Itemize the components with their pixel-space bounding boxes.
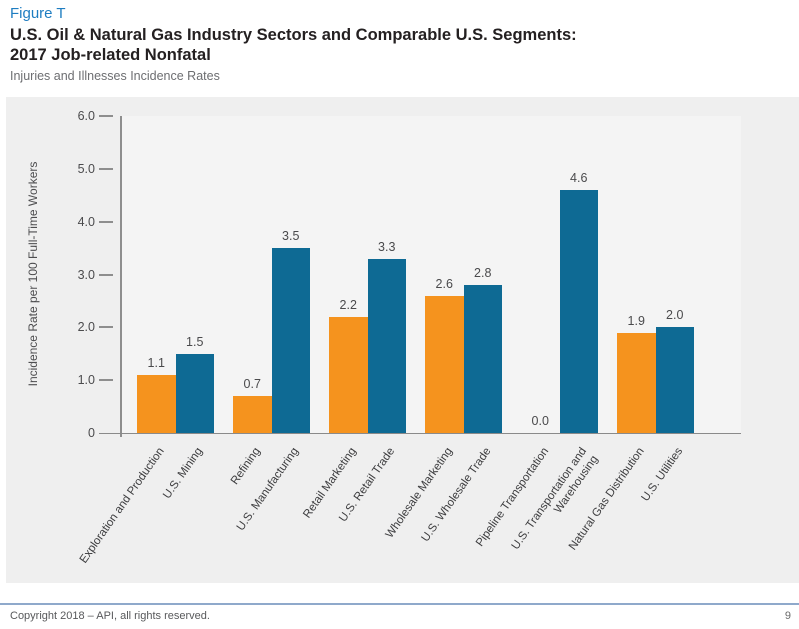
bar-value-label: 2.8: [474, 266, 492, 281]
y-axis-title: Incidence Rate per 100 Full-Time Workers: [26, 161, 40, 387]
x-axis-line: [99, 432, 741, 434]
footer-divider: [0, 603, 799, 605]
chart-subtitle: Injuries and Illnesses Incidence Rates: [10, 69, 220, 83]
bar-pair-group: 0.0 4.6: [521, 116, 598, 433]
bar-u-s-wholesale-trade: 2.8: [463, 266, 502, 433]
bar-u-s-utilities: 2.0: [655, 308, 694, 433]
bar-wholesale-marketing: 2.6: [425, 277, 464, 433]
bar-pair-group: 0.7 3.5: [233, 116, 310, 433]
y-tick-mark: [99, 115, 113, 117]
bar-u-s-manufacturing: 3.5: [271, 229, 310, 433]
y-tick-mark: [99, 379, 113, 382]
bar-pair-group: 1.1 1.5: [137, 116, 214, 433]
bar-value-label: 2.0: [666, 308, 684, 323]
bar-u-s-retail-trade: 3.3: [367, 240, 406, 433]
bar-pair-group: 1.9 2.0: [617, 116, 694, 433]
y-tick-label: 5.0: [77, 161, 95, 176]
bar-refining: 0.7: [233, 377, 272, 433]
bar-value-label: 3.5: [282, 229, 300, 244]
chart-panel: Incidence Rate per 100 Full-Time Workers…: [6, 97, 799, 583]
bar-pair-group: 2.6 2.8: [425, 116, 502, 433]
bar-value-label: 0.7: [243, 377, 261, 392]
x-axis-label: Refining: [228, 445, 263, 488]
y-tick-label: 1.0: [77, 373, 95, 388]
bar-value-label: 0.0: [531, 414, 549, 428]
figure-label: Figure T: [10, 5, 66, 22]
y-tick-mark: [99, 220, 113, 223]
y-tick-label: 3.0: [77, 267, 95, 282]
bar-value-label: 1.9: [627, 313, 645, 328]
figure-header: Figure T U.S. Oil & Natural Gas Industry…: [10, 5, 789, 83]
bar-value-label: 2.6: [435, 276, 453, 291]
x-axis-label: U.S. Transportation and Warehousing: [509, 445, 602, 552]
bar-value-label: 2.2: [339, 297, 357, 312]
y-axis-line: [120, 116, 122, 437]
chart-title-line1: U.S. Oil & Natural Gas Industry Sectors …: [10, 26, 577, 44]
bar-u-s-mining: 1.5: [175, 335, 214, 433]
y-tick-mark: [99, 273, 113, 276]
y-tick-label: 4.0: [77, 214, 95, 229]
y-tick-label: 2.0: [77, 320, 95, 335]
bar-u-s-transportation-and-warehousing: 4.6: [559, 171, 598, 433]
x-axis-label: Exploration and Production: [77, 445, 167, 566]
bar-retail-marketing: 2.2: [329, 298, 368, 433]
plot-area: 6.0 5.0 4.0 3.0 2.0 1.0 0 1.1 1.5 0.7 3.5 2.2 3.3 2.…: [78, 109, 741, 566]
bar-pair-group: 2.2 3.3: [329, 116, 406, 433]
y-tick-mark: [99, 326, 113, 329]
footer-copyright: Copyright 2018 – API, all rights reserve…: [10, 610, 210, 622]
bar-value-label: 4.6: [570, 170, 588, 185]
bar-exploration-and-production: 1.1: [137, 356, 176, 433]
chart-title-line2: 2017 Job-related Nonfatal: [10, 46, 211, 64]
footer-page-number: 9: [784, 610, 791, 622]
y-tick-label: 0: [88, 426, 95, 440]
y-tick-mark: [99, 167, 113, 170]
bar-natural-gas-distribution: 1.9: [617, 314, 656, 433]
x-axis-labels: Exploration and Production U.S. Mining Ref…: [78, 445, 741, 605]
bar-series-container: 1.1 1.5 0.7 3.5 2.2 3.3 2.6 2.8 0.0 4.6 1.9 2.0: [120, 116, 741, 433]
y-tick-label: 6.0: [77, 109, 95, 123]
bar-value-label: 1.5: [186, 334, 204, 349]
bar-value-label: 3.3: [378, 239, 396, 254]
bar-value-label: 1.1: [147, 355, 165, 370]
